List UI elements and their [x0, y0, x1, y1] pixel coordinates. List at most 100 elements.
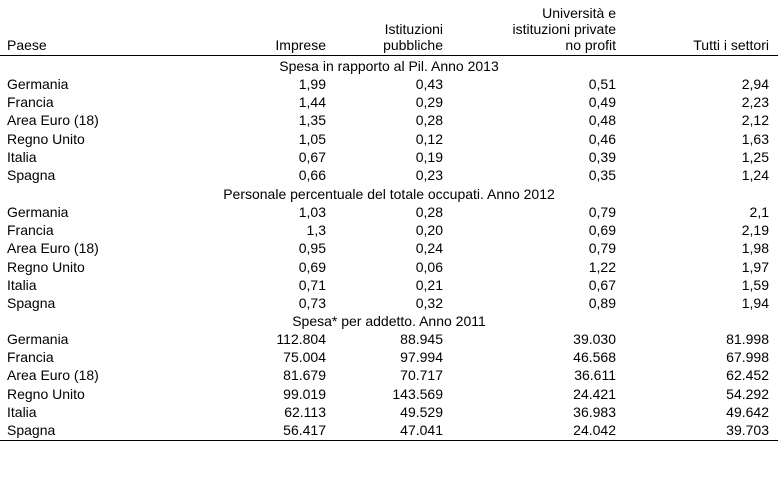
cell-tutti: 2,19 — [741, 222, 769, 239]
table-row: Spagna 0,73 0,32 0,89 1,94 — [0, 294, 778, 312]
cell-universita: 24.421 — [573, 385, 616, 402]
cell-universita: 39.030 — [573, 331, 616, 347]
cell-imprese: 75.004 — [283, 349, 326, 366]
cell-universita: 46.568 — [573, 349, 616, 366]
cell-paese: Germania — [7, 204, 69, 220]
cell-paese: Italia — [7, 148, 37, 165]
cell-imprese: 0,73 — [298, 295, 326, 311]
cell-universita: 0,69 — [588, 222, 616, 239]
cell-istituzioni: 0,12 — [415, 130, 443, 147]
cell-universita: 0,35 — [588, 167, 616, 183]
cell-istituzioni: 0,28 — [415, 204, 443, 220]
table-row: Italia 62.113 49.529 36.983 49.642 — [0, 403, 778, 421]
cell-istituzioni: 0,20 — [415, 222, 443, 239]
header-imprese: Imprese — [275, 37, 326, 53]
cell-imprese: 1,03 — [298, 204, 326, 220]
cell-universita: 0,46 — [588, 130, 616, 147]
cell-istituzioni: 97.994 — [400, 349, 443, 366]
table-row: Francia 1,3 0,20 0,69 2,19 — [0, 221, 778, 239]
cell-paese: Italia — [7, 403, 37, 420]
cell-tutti: 1,63 — [741, 130, 769, 147]
cell-istituzioni: 0,06 — [415, 258, 443, 275]
cell-tutti: 1,98 — [741, 240, 769, 257]
table-bottom-rule — [0, 440, 778, 441]
cell-universita: 1,22 — [588, 258, 616, 275]
cell-tutti: 2,12 — [741, 112, 769, 129]
cell-paese: Regno Unito — [7, 130, 85, 147]
table-row: Germania 1,03 0,28 0,79 2,1 — [0, 203, 778, 221]
cell-imprese: 0,66 — [298, 167, 326, 183]
cell-tutti: 2,1 — [749, 204, 769, 220]
cell-paese: Italia — [7, 276, 37, 293]
cell-tutti: 2,23 — [741, 94, 769, 111]
cell-imprese: 1,44 — [298, 94, 326, 111]
cell-paese: Spagna — [7, 422, 56, 438]
header-universita-line1: Università e — [542, 5, 616, 21]
table-row: Germania 112.804 88.945 39.030 81.998 — [0, 330, 778, 348]
cell-imprese: 99.019 — [283, 385, 326, 402]
table-row: Regno Unito 99.019 143.569 24.421 54.292 — [0, 385, 778, 403]
cell-imprese: 62.113 — [284, 403, 326, 420]
cell-imprese: 0,69 — [298, 258, 326, 275]
cell-imprese: 0,71 — [298, 276, 326, 293]
cell-istituzioni: 47.041 — [400, 422, 443, 438]
table-row: Spagna 56.417 47.041 24.042 39.703 — [0, 421, 778, 439]
cell-universita: 0,49 — [588, 94, 616, 111]
cell-istituzioni: 49.529 — [400, 403, 443, 420]
cell-tutti: 1,94 — [741, 295, 769, 311]
header-universita-line2: istituzioni private — [512, 21, 617, 37]
cell-tutti: 49.642 — [726, 403, 769, 420]
table-row: Area Euro (18) 81.679 70.717 36.611 62.452 — [0, 366, 778, 384]
cell-istituzioni: 0,28 — [415, 112, 443, 129]
header-tutti: Tutti i settori — [693, 37, 769, 53]
cell-imprese: 1,05 — [298, 130, 326, 147]
table-row: Spagna 0,66 0,23 0,35 1,24 — [0, 166, 778, 184]
cell-tutti: 62.452 — [726, 367, 769, 384]
cell-universita: 0,51 — [588, 76, 616, 92]
cell-tutti: 2,94 — [741, 76, 769, 92]
cell-tutti: 1,24 — [741, 167, 769, 183]
cell-tutti: 1,25 — [741, 148, 769, 165]
cell-paese: Francia — [7, 349, 54, 366]
cell-istituzioni: 0,19 — [415, 148, 443, 165]
header-istituzioni-line1: Istituzioni — [384, 21, 443, 37]
cell-istituzioni: 0,32 — [415, 295, 443, 311]
header-paese: Paese — [7, 37, 47, 53]
header-universita-line3: no profit — [565, 37, 616, 53]
cell-paese: Spagna — [7, 295, 56, 311]
cell-paese: Area Euro (18) — [7, 367, 99, 384]
header-tutti-label: Tutti i settori — [693, 37, 769, 53]
cell-universita: 0,48 — [588, 112, 616, 129]
cell-istituzioni: 70.717 — [400, 367, 443, 384]
cell-imprese: 56.417 — [283, 422, 326, 438]
table-row: Germania 1,99 0,43 0,51 2,94 — [0, 75, 778, 93]
table-row: Regno Unito 0,69 0,06 1,22 1,97 — [0, 258, 778, 276]
cell-paese: Germania — [7, 331, 69, 347]
cell-istituzioni: 143.569 — [392, 385, 443, 402]
header-paese-label: Paese — [7, 37, 47, 53]
cell-universita: 0,79 — [588, 204, 616, 220]
cell-tutti: 1,97 — [741, 258, 769, 275]
cell-istituzioni: 0,21 — [415, 276, 443, 293]
cell-istituzioni: 0,24 — [415, 240, 443, 257]
header-universita: Università e istituzioni private no prof… — [513, 5, 617, 53]
cell-paese: Area Euro (18) — [7, 112, 99, 129]
cell-istituzioni: 0,29 — [415, 94, 443, 111]
table-row: Italia 0,71 0,21 0,67 1,59 — [0, 276, 778, 294]
cell-imprese: 0,95 — [298, 240, 326, 257]
cell-paese: Francia — [7, 94, 54, 111]
cell-imprese: 1,99 — [298, 76, 326, 92]
cell-istituzioni: 88.945 — [400, 331, 443, 347]
cell-tutti: 39.703 — [726, 422, 769, 438]
cell-paese: Francia — [7, 222, 54, 239]
cell-imprese: 112.804 — [276, 331, 326, 347]
table-row: Francia 75.004 97.994 46.568 67.998 — [0, 348, 778, 366]
cell-paese: Germania — [7, 76, 69, 92]
table-row: Area Euro (18) 1,35 0,28 0,48 2,12 — [0, 111, 778, 129]
table-header: Paese Imprese Istituzioni pubbliche Univ… — [0, 0, 778, 56]
cell-istituzioni: 0,23 — [415, 167, 443, 183]
cell-tutti: 54.292 — [726, 385, 769, 402]
section-title: Spesa* per addetto. Anno 2011 — [292, 313, 486, 329]
cell-imprese: 1,35 — [298, 112, 326, 129]
